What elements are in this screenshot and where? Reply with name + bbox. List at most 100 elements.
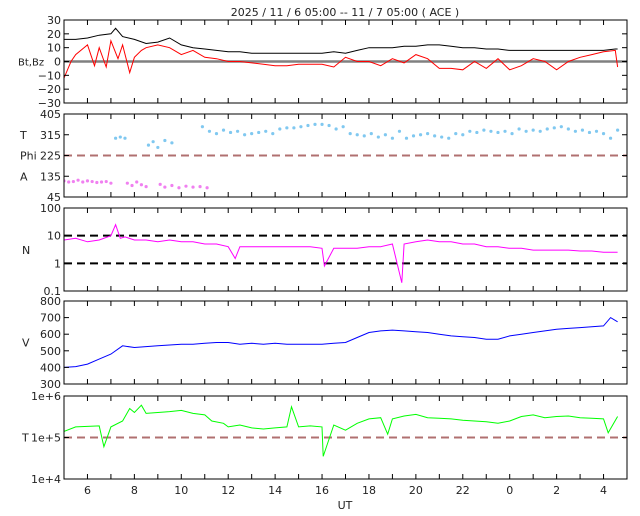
phi-T-point (123, 136, 127, 140)
chart-title: 2025 / 11 / 6 05:00 -- 11 / 7 05:00 ( AC… (231, 6, 459, 19)
phi-T-point (559, 125, 563, 129)
phi-T-point (447, 136, 451, 140)
phi-T-point (114, 136, 118, 140)
density-panel-frame (63, 207, 628, 292)
mag-Bt-line (64, 27, 618, 54)
phi-A-point (177, 186, 181, 190)
speed-y-tick-label: 300 (40, 378, 61, 391)
x-tick-label: 0 (506, 484, 513, 497)
phi-T-point (594, 129, 599, 133)
phi-A-point (76, 178, 80, 182)
phi-A-point (130, 183, 134, 188)
phi-T-point (285, 126, 289, 130)
phi-T-point (496, 130, 500, 135)
phi-T-point (383, 133, 387, 137)
mag-y-tick-label: 10 (47, 42, 61, 55)
phi-T-point (327, 123, 331, 128)
phi-T-point (566, 127, 570, 131)
phi-T-point (243, 133, 247, 137)
phi-T-point (334, 127, 338, 131)
temperature-axis-label: T (21, 432, 29, 445)
x-tick-label: 8 (131, 484, 138, 497)
phi-axis-label: T (19, 129, 27, 142)
phi-T-point (341, 125, 345, 129)
phi-A-point (163, 185, 167, 189)
phi-A-point (85, 179, 90, 183)
x-tick-label: 14 (268, 484, 282, 497)
phi-T-point (163, 138, 167, 143)
phi-T-point (292, 126, 296, 130)
phi-A-point (71, 179, 75, 184)
phi-T-point (411, 134, 416, 138)
mag-y-tick-label: −20 (38, 83, 61, 96)
phi-T-point (440, 135, 444, 139)
speed-y-tick-label: 700 (40, 312, 61, 325)
density-y-tick-label: 10 (47, 230, 61, 243)
speed-y-tick-label: 500 (40, 345, 61, 358)
temperature-y-tick-label: 1e+5 (31, 432, 61, 445)
phi-A-point (81, 180, 85, 184)
phi-T-point (616, 128, 620, 132)
phi-T-point (170, 141, 174, 145)
mag-Bz-line (64, 38, 619, 79)
mag-axis-label: Bt,Bz (18, 58, 44, 69)
phi-A-point (95, 180, 99, 185)
phi-A-point (158, 182, 162, 186)
phi-y-tick-label: 315 (40, 129, 61, 142)
phi-T-point (264, 129, 268, 133)
phi-T-point (580, 128, 585, 132)
phi-T-point (313, 122, 317, 126)
phi-T-point (207, 129, 212, 133)
phi-T-point (320, 122, 324, 126)
phi-T-point (299, 125, 303, 129)
phi-T-point (250, 131, 254, 136)
mag-y-tick-label: 30 (47, 14, 61, 27)
phi-T-point (461, 133, 465, 137)
x-tick-label: 4 (600, 484, 607, 497)
x-tick-label: 6 (84, 484, 91, 497)
phi-T-point (257, 130, 261, 135)
x-tick-label: 22 (456, 484, 470, 497)
phi-A-point (109, 181, 113, 185)
phi-T-point (573, 129, 577, 133)
mag-y-tick-label: 0 (54, 56, 61, 69)
mag-y-tick-label: −30 (38, 97, 61, 110)
phi-T-point (118, 135, 122, 139)
x-tick-label: 12 (221, 484, 235, 497)
x-axis-label: UT (338, 499, 353, 512)
phi-T-point (214, 131, 219, 136)
mag-y-tick-label: −10 (38, 69, 61, 82)
phi-T-point (221, 128, 226, 132)
phi-T-point (390, 136, 395, 140)
phi-A-point (198, 185, 202, 189)
phi-T-point (489, 129, 493, 133)
phi-T-point (426, 131, 430, 136)
phi-A-point (125, 181, 129, 185)
phi-A-point (139, 183, 144, 187)
phi-T-point (531, 128, 535, 132)
density-N-line (64, 223, 618, 283)
phi-y-tick-label: 45 (47, 191, 61, 204)
phi-axis-label: Phi (20, 150, 37, 163)
phi-A-point (99, 180, 104, 184)
phi-A-point (104, 179, 108, 184)
phi-T-point (454, 131, 458, 136)
phi-axis-label: A (20, 170, 28, 183)
speed-V-line (64, 316, 618, 368)
phi-T-point (552, 126, 556, 130)
phi-T-point (156, 145, 160, 150)
phi-y-tick-label: 405 (40, 108, 61, 121)
phi-T-point (475, 130, 479, 135)
phi-T-point (524, 129, 528, 133)
speed-y-tick-label: 400 (40, 361, 61, 374)
phi-T-point (510, 131, 514, 136)
phi-T-point (376, 135, 380, 139)
phi-T-point (146, 143, 151, 147)
phi-T-point (151, 140, 155, 144)
x-tick-label: 20 (409, 484, 423, 497)
phi-A-point (191, 185, 195, 189)
x-tick-label: 10 (174, 484, 188, 497)
density-y-tick-label: 100 (40, 202, 61, 215)
phi-T-point (404, 136, 409, 140)
